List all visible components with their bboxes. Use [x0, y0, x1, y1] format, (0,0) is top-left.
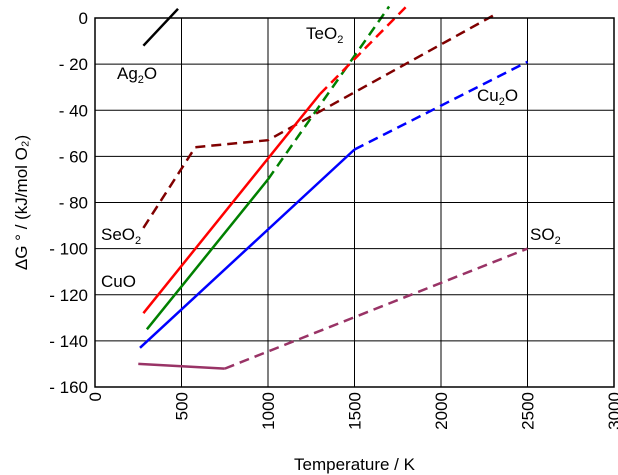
x-tick-label: 2500: [519, 392, 538, 430]
y-tick-label: 0: [79, 9, 88, 28]
y-tick-label: - 80: [59, 194, 88, 213]
x-tick-label: 0: [86, 392, 105, 401]
x-tick-label: 2000: [432, 392, 451, 430]
y-tick-label: - 160: [49, 378, 88, 397]
x-tick-label: 1500: [346, 392, 365, 430]
y-tick-label: - 20: [59, 55, 88, 74]
x-tick-labels: 0 500 1000 1500 2000 2500 3000: [86, 392, 618, 430]
y-tick-label: - 60: [59, 147, 88, 166]
gridlines: [94, 17, 615, 388]
series-line-seo2-dashed: [142, 14, 494, 229]
series-label-cuo: CuO: [101, 272, 136, 291]
y-tick-label: - 40: [59, 101, 88, 120]
plot-frame: [94, 17, 615, 388]
series-label-seo2: SeO2: [101, 225, 141, 247]
series-line-cuo-dashed: [319, 5, 408, 95]
x-tick-label: 500: [173, 392, 192, 420]
y-tick-label: - 140: [49, 332, 88, 351]
series-line-cuo-solid: [142, 93, 321, 314]
series-label-ag2o: Ag2O: [117, 64, 157, 86]
x-axis-title: Temperature / K: [294, 455, 416, 474]
series-label-teo2: TeO2: [306, 24, 343, 46]
series-line-ag2o-solid: [142, 7, 179, 47]
x-tick-label: 3000: [605, 392, 618, 430]
series-line-cu2o-dashed: [353, 60, 529, 151]
series-label-cu2o: Cu2O: [477, 86, 518, 108]
series-line-so2-solid: [138, 362, 225, 370]
x-tick-label: 1000: [259, 392, 278, 430]
y-axis-title: ΔG ° / (kJ/mol O₂): [12, 135, 31, 270]
series-line-teo2-dashed: [266, 5, 391, 181]
series-line-so2-dashed: [224, 247, 528, 370]
series-line-teo2-solid: [145, 178, 269, 331]
y-tick-label: - 120: [49, 286, 88, 305]
series-lines: [138, 5, 529, 370]
y-tick-labels: 0 - 20 - 40 - 60 - 80 - 100 - 120 - 140 - 160: [49, 9, 88, 397]
y-tick-label: - 100: [49, 240, 88, 259]
series-labels: Ag2O TeO2 SeO2 CuO Cu2O SO2: [101, 24, 561, 291]
series-label-so2: SO2: [530, 225, 561, 247]
series-line-cu2o-solid: [139, 148, 356, 349]
